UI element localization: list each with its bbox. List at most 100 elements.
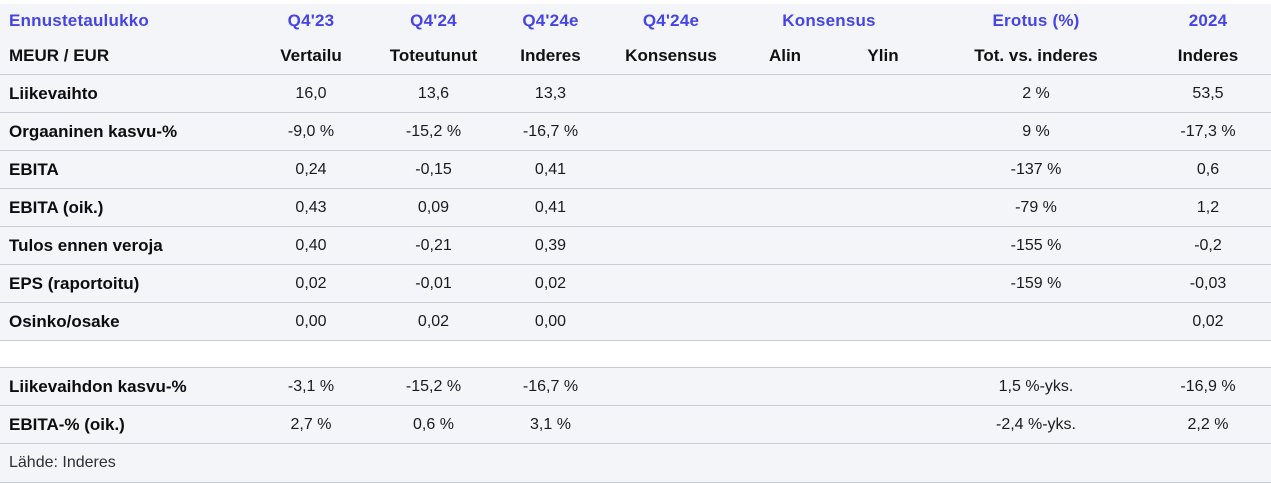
row-value	[731, 151, 839, 189]
row-value	[731, 113, 839, 151]
source-label: Lähde: Inderes	[9, 454, 116, 471]
table-body: Liikevaihto 16,0 13,6 13,3 2 % 53,5 Orgaaninen…	[0, 75, 1271, 444]
table-row: Orgaaninen kasvu-% -9,0 % -15,2 % -16,7 % 9 …	[0, 113, 1271, 151]
header-sub-cell-0: MEUR / EUR	[9, 46, 110, 65]
row-value: 3,1 %	[530, 415, 571, 433]
row-value: -159 %	[1010, 274, 1062, 292]
row-value	[611, 227, 731, 265]
row-value	[839, 227, 927, 265]
row-label: EBITA-% (oik.)	[9, 414, 125, 434]
header-sub-cell-5: Alin	[768, 46, 802, 65]
row-value	[839, 113, 927, 151]
header-top-cell-7: 2024	[1188, 11, 1228, 30]
spacer-cell	[0, 341, 1271, 368]
row-value: -2,4 %-yks.	[995, 415, 1076, 433]
row-value: 13,6	[417, 84, 450, 102]
row-value: 0,00	[295, 312, 327, 330]
row-value	[731, 368, 839, 406]
table-row: Liikevaihdon kasvu-% -3,1 % -15,2 % -16,7 %…	[0, 368, 1271, 406]
row-value: -15,2 %	[405, 377, 462, 395]
row-value	[839, 265, 927, 303]
row-value: -137 %	[1010, 160, 1062, 178]
row-value: -9,0 %	[287, 122, 335, 140]
row-label: Osinko/osake	[9, 311, 120, 331]
row-value: 0,02	[417, 312, 450, 330]
row-value: -0,15	[415, 160, 452, 178]
row-value	[839, 303, 927, 341]
row-value: -16,7 %	[522, 122, 579, 140]
row-label: Liikevaihdon kasvu-%	[9, 376, 187, 396]
row-value: 2,7 %	[290, 415, 332, 433]
row-value	[839, 75, 927, 113]
row-value: 0,41	[534, 198, 567, 216]
row-value: -16,9 %	[1180, 377, 1236, 395]
row-value: 0,02	[1192, 312, 1224, 330]
row-value: -3,1 %	[287, 377, 335, 395]
header-sub-cell-3: Inderes	[520, 46, 581, 65]
row-label: Tulos ennen veroja	[9, 235, 163, 255]
row-value: 0,40	[295, 236, 327, 254]
row-value: 1,2	[1196, 198, 1220, 216]
table-row: Liikevaihto 16,0 13,6 13,3 2 % 53,5	[0, 75, 1271, 113]
table-row: Osinko/osake 0,00 0,02 0,00 0,02	[0, 303, 1271, 341]
header-sub-cell-7: Tot. vs. inderes	[974, 46, 1098, 65]
row-value: 0,39	[534, 236, 567, 254]
row-value	[927, 303, 1145, 341]
row-value	[611, 303, 731, 341]
row-value	[611, 406, 731, 444]
row-value	[611, 113, 731, 151]
row-value	[611, 189, 731, 227]
row-label: Liikevaihto	[9, 83, 98, 103]
header-sub-cell-1: Vertailu	[280, 46, 342, 65]
table-header: Ennustetaulukko Q4'23 Q4'24 Q4'24e Q4'24e Kon…	[0, 4, 1271, 75]
row-value: -15,2 %	[405, 122, 462, 140]
row-value: -17,3 %	[1180, 122, 1236, 140]
row-value: -155 %	[1010, 236, 1062, 254]
row-value	[731, 265, 839, 303]
row-value: -0,21	[415, 236, 452, 254]
header-top-cell-6: Erotus (%)	[992, 11, 1080, 30]
header-sub-cell-8: Inderes	[1177, 46, 1239, 65]
row-value: 2 %	[1022, 84, 1050, 102]
table-row: EBITA-% (oik.) 2,7 % 0,6 % 3,1 % -2,4 %-yks.…	[0, 406, 1271, 444]
header-top-cell-2: Q4'24	[410, 11, 457, 30]
header-top-cell-0: Ennustetaulukko	[9, 11, 149, 30]
row-value: 0,09	[417, 198, 450, 216]
forecast-table: Ennustetaulukko Q4'23 Q4'24 Q4'24e Q4'24e Kon…	[0, 4, 1271, 483]
row-value	[731, 303, 839, 341]
row-value	[611, 368, 731, 406]
row-value: 0,6	[1196, 160, 1220, 178]
table-row: EPS (raportoitu) 0,02 -0,01 0,02 -159 % -0,03	[0, 265, 1271, 303]
header-top-cell-1: Q4'23	[287, 11, 335, 30]
row-value	[731, 75, 839, 113]
header-sub-cell-6: Ylin	[867, 46, 899, 65]
header-sub-cell-4: Konsensus	[625, 46, 717, 65]
row-value	[611, 265, 731, 303]
row-value: 0,41	[534, 160, 567, 178]
row-value: 0,24	[295, 160, 327, 178]
row-value: 0,43	[295, 198, 327, 216]
header-top-cell-4: Q4'24e	[642, 11, 700, 30]
table-footer: Lähde: Inderes	[0, 443, 1271, 483]
row-value	[611, 75, 731, 113]
header-row-sub: MEUR / EUR Vertailu Toteutunut Inderes Konse…	[0, 38, 1271, 75]
header-top-cell-5: Konsensus	[782, 11, 876, 30]
row-value: 0,6 %	[413, 415, 454, 433]
row-value: 1,5 %-yks.	[998, 377, 1074, 395]
row-value	[839, 189, 927, 227]
spacer-row	[0, 340, 1271, 368]
row-value: -0,03	[1189, 274, 1227, 292]
header-top-cell-3: Q4'24e	[522, 11, 579, 30]
row-value: 0,02	[295, 274, 327, 292]
row-value	[839, 406, 927, 444]
source-row: Lähde: Inderes	[0, 443, 1271, 483]
row-value	[839, 368, 927, 406]
header-sub-cell-2: Toteutunut	[389, 46, 478, 65]
row-value: 16,0	[295, 84, 327, 102]
row-value: 13,3	[534, 84, 567, 102]
row-value	[731, 227, 839, 265]
row-value	[731, 406, 839, 444]
row-label: EBITA	[9, 159, 59, 179]
row-value: -16,7 %	[522, 377, 579, 395]
